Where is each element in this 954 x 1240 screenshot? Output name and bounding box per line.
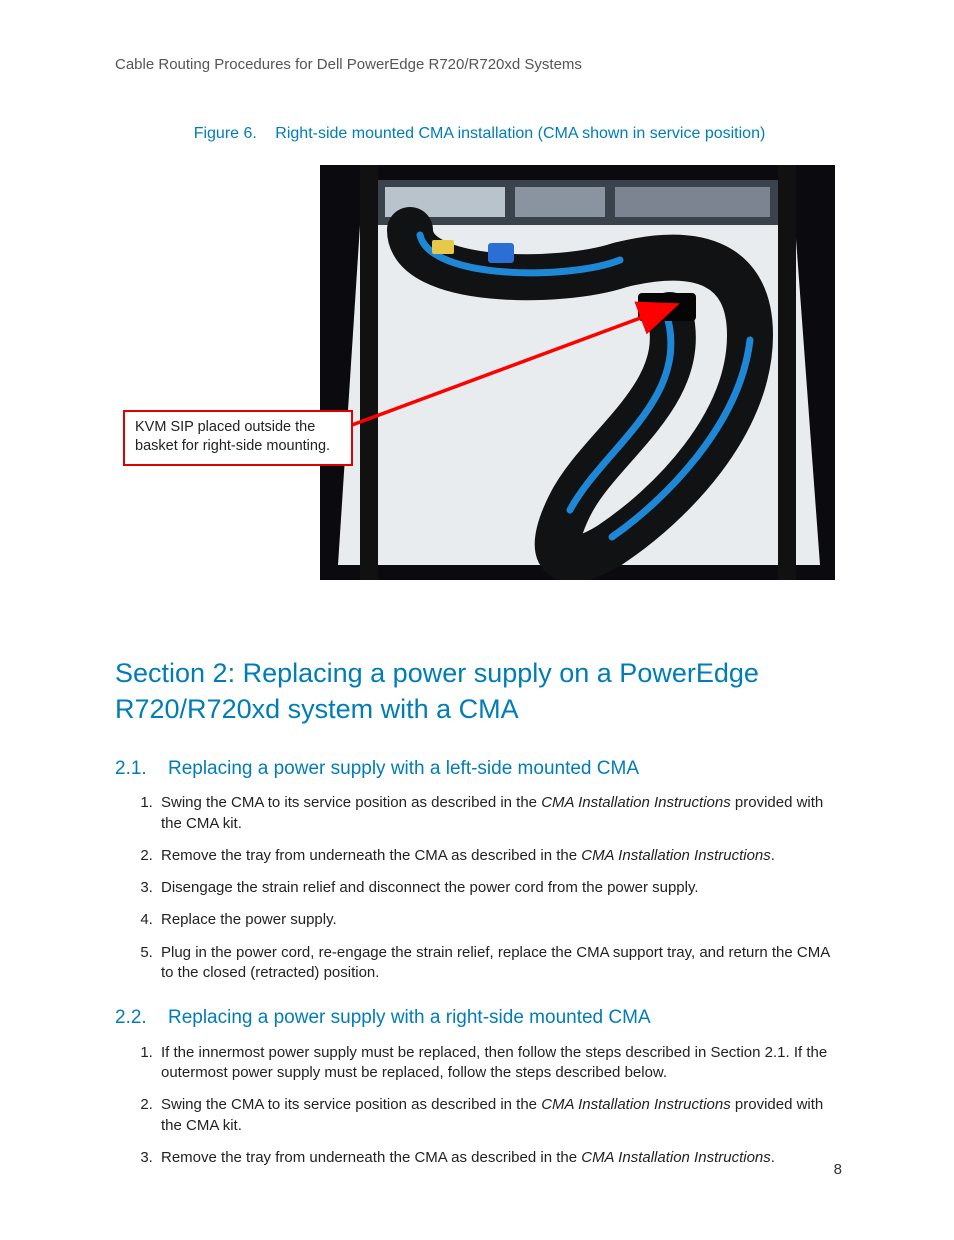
subsection-2-1-title: 2.1. Replacing a power supply with a lef… [115,756,844,782]
section-2-title: Section 2: Replacing a power supply on a… [115,655,844,728]
step-text-post: . [771,1149,775,1166]
step-item: If the innermost power supply must be re… [157,1043,844,1084]
step-text-post: . [771,847,775,864]
step-text: If the innermost power supply must be re… [161,1044,827,1081]
steps-list-2-2: If the innermost power supply must be re… [115,1043,844,1168]
step-text: Swing the CMA to its service position as… [161,794,541,811]
subsection-2-1-number: 2.1. [115,756,147,782]
step-item: Disengage the strain relief and disconne… [157,878,844,898]
figure-6-container: KVM SIP placed outside the basket for ri… [115,165,844,595]
step-emphasis: CMA Installation Instructions [581,847,771,864]
step-text: Plug in the power cord, re-engage the st… [161,944,829,981]
steps-list-2-1: Swing the CMA to its service position as… [115,793,844,983]
step-item: Plug in the power cord, re-engage the st… [157,943,844,984]
step-text: Swing the CMA to its service position as… [161,1096,541,1113]
step-emphasis: CMA Installation Instructions [541,1096,731,1113]
step-text: Remove the tray from underneath the CMA … [161,847,581,864]
subsection-2-2-text: Replacing a power supply with a right-si… [168,1007,651,1028]
running-header: Cable Routing Procedures for Dell PowerE… [115,55,844,75]
step-emphasis: CMA Installation Instructions [541,794,731,811]
figure-caption-text: Right-side mounted CMA installation (CMA… [275,125,765,142]
step-item: Replace the power supply. [157,910,844,930]
step-text: Replace the power supply. [161,911,337,928]
figure-callout-box: KVM SIP placed outside the basket for ri… [123,410,353,466]
subsection-2-2-title: 2.2. Replacing a power supply with a rig… [115,1005,844,1031]
page-number: 8 [834,1160,842,1180]
figure-label: Figure 6. [194,125,257,142]
step-text: Remove the tray from underneath the CMA … [161,1149,581,1166]
figure-caption: Figure 6. Right-side mounted CMA install… [115,123,844,145]
step-item: Swing the CMA to its service position as… [157,1095,844,1136]
step-emphasis: CMA Installation Instructions [581,1149,771,1166]
figure-6-photo [320,165,835,580]
step-item: Remove the tray from underneath the CMA … [157,846,844,866]
subsection-2-1-text: Replacing a power supply with a left-sid… [168,758,639,779]
step-item: Swing the CMA to its service position as… [157,793,844,834]
subsection-2-2-number: 2.2. [115,1005,147,1031]
document-page: Cable Routing Procedures for Dell PowerE… [0,0,954,1240]
step-item: Remove the tray from underneath the CMA … [157,1148,844,1168]
step-text: Disengage the strain relief and disconne… [161,879,699,896]
